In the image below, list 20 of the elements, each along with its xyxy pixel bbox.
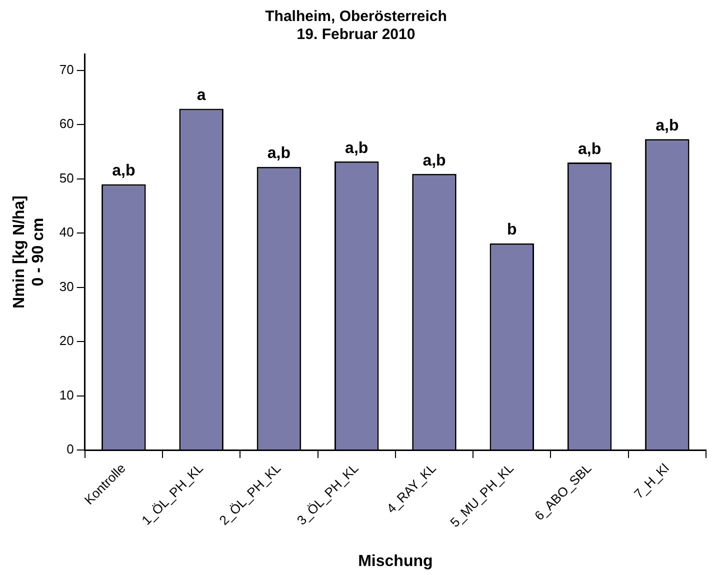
annotation: a,b (422, 152, 446, 170)
y-tick-label: 50 (59, 170, 74, 186)
y-tick-label: 20 (59, 333, 74, 348)
y-tick-label: 10 (59, 387, 74, 402)
annotation: a,b (345, 140, 368, 157)
annotation: a,b (112, 162, 136, 180)
chart-title: Thalheim, Oberösterreich (265, 8, 447, 26)
annotation: a (196, 87, 206, 104)
chart-subtitle: 19. Februar 2010 (296, 26, 416, 44)
y-tick-label: 70 (59, 62, 74, 77)
y-tick-label: 60 (59, 116, 74, 132)
annotation: a,b (656, 118, 679, 135)
x-axis-title: Mischung (358, 552, 433, 570)
y-tick-label: 30 (59, 278, 74, 294)
annotation: a,b (578, 140, 602, 158)
y-tick-label: 0 (66, 442, 74, 457)
annotation: a,b (267, 145, 291, 162)
annotation: b (507, 222, 518, 239)
y-axis-title: Nmin [kg N/ha] 0 - 90 cm (11, 196, 48, 308)
y-tick-label: 40 (59, 224, 74, 240)
